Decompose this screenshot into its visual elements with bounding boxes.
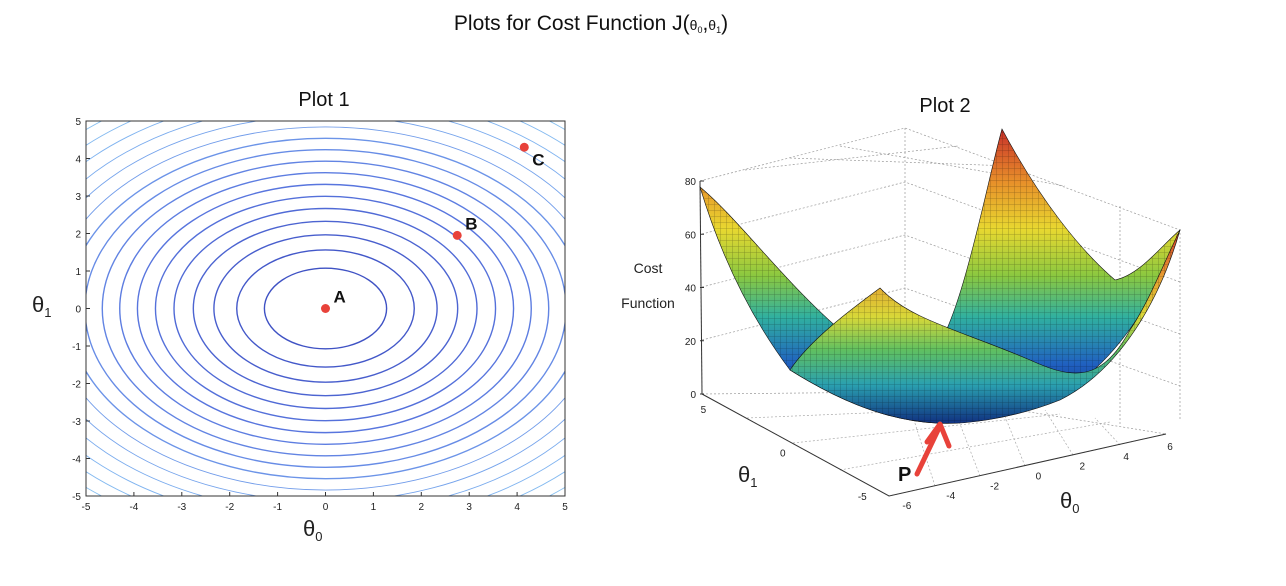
x-tick-label: 3 xyxy=(466,502,472,513)
plot2-theta1-label: θ1 xyxy=(738,462,757,490)
theta1-tick-label: 0 xyxy=(780,448,786,459)
z-tick-label: 0 xyxy=(690,390,696,401)
contour-line xyxy=(86,149,565,468)
plot2-theta0-label: θ0 xyxy=(1060,488,1079,516)
plot2-theta1-ticks: 5 0 -5 xyxy=(701,405,868,503)
theta1-tick-label: 5 xyxy=(701,405,707,416)
y-tick-label: -4 xyxy=(72,455,81,466)
point-label-a: A xyxy=(334,288,346,307)
x-tick-label: 2 xyxy=(419,502,425,513)
contour-line xyxy=(173,207,478,410)
y-tick-label: 3 xyxy=(75,192,81,203)
contour-line xyxy=(154,195,497,422)
contour-line xyxy=(192,220,459,397)
contour-line xyxy=(101,160,550,457)
point-b xyxy=(452,230,462,240)
plot1-title: Plot 1 xyxy=(298,89,349,111)
plot1-x-ticks: -5 -4 -3 -2 -1 0 1 2 3 4 5 xyxy=(82,492,568,513)
theta1-tick-label: -5 xyxy=(858,492,867,503)
plot2-z-label-line2: Function xyxy=(621,295,675,311)
x-tick-label: -2 xyxy=(225,502,234,513)
arrowhead-icon xyxy=(924,421,952,449)
plot1-y-label: θ1 xyxy=(32,292,51,320)
theta0-tick-label: -6 xyxy=(902,501,911,512)
z-tick-label: 60 xyxy=(685,230,697,241)
plot2-title: Plot 2 xyxy=(919,95,970,117)
figure-title: Plots for Cost Function J(θ0,θ1) xyxy=(454,12,728,35)
x-tick-label: -5 xyxy=(82,502,91,513)
point-label-b: B xyxy=(465,214,477,233)
plot1-points: A B C xyxy=(321,142,545,313)
contour-line xyxy=(236,249,415,368)
z-tick-label: 40 xyxy=(685,284,697,295)
y-tick-label: -1 xyxy=(72,342,81,353)
theta0-tick-label: -2 xyxy=(990,481,999,492)
x-tick-label: 4 xyxy=(514,502,520,513)
plot1-y-ticks: 5 4 3 2 1 0 -1 -2 -3 -4 -5 xyxy=(72,117,90,503)
point-c xyxy=(519,142,529,152)
contour-line xyxy=(136,183,515,434)
z-tick-label: 80 xyxy=(685,177,697,188)
plot2-theta0-ticks: -6 -4 -2 0 2 4 6 xyxy=(902,442,1173,512)
arrow-icon xyxy=(914,425,942,477)
contour-line xyxy=(119,172,532,445)
y-tick-label: 5 xyxy=(75,117,81,128)
point-label-c: C xyxy=(532,150,544,169)
x-tick-label: -4 xyxy=(129,502,138,513)
theta0-tick-label: 0 xyxy=(1036,471,1042,482)
plot2-z-label-line1: Cost xyxy=(634,260,663,276)
contour-line xyxy=(213,234,438,383)
y-tick-label: -2 xyxy=(72,380,81,391)
plot2-surface-front-mesh xyxy=(790,230,1180,424)
y-tick-label: 4 xyxy=(75,155,81,166)
point-a xyxy=(321,304,330,313)
plot1-x-label: θ0 xyxy=(303,516,322,544)
x-tick-label: 0 xyxy=(323,502,329,513)
plot2-z-ticks: 0 20 40 60 80 xyxy=(685,177,704,401)
theta0-tick-label: 2 xyxy=(1080,462,1086,473)
y-tick-label: 2 xyxy=(75,230,81,241)
y-tick-label: -5 xyxy=(72,492,81,503)
annotation-label-p: P xyxy=(898,464,911,486)
x-tick-label: 5 xyxy=(562,502,568,513)
z-tick-label: 20 xyxy=(685,337,697,348)
y-tick-label: -3 xyxy=(72,417,81,428)
theta0-tick-label: 6 xyxy=(1167,442,1173,453)
theta0-tick-label: 4 xyxy=(1123,452,1129,463)
theta0-tick-label: -4 xyxy=(946,491,955,502)
y-tick-label: 0 xyxy=(75,305,81,316)
x-tick-label: -3 xyxy=(177,502,186,513)
x-tick-label: -1 xyxy=(273,502,282,513)
contour-line xyxy=(86,137,565,480)
plot2-annotation-p: P xyxy=(898,421,952,486)
contour-line xyxy=(86,126,565,491)
contour-line xyxy=(263,267,388,350)
y-tick-label: 1 xyxy=(75,267,81,278)
x-tick-label: 1 xyxy=(371,502,377,513)
